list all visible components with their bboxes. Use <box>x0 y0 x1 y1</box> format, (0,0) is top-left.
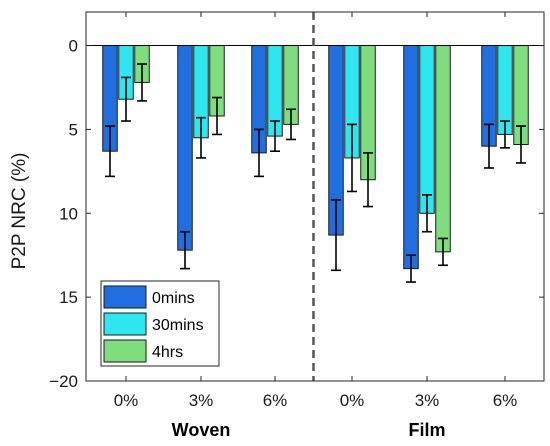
legend-label-0mins: 0mins <box>152 290 195 307</box>
y-axis-title: P2P NRC (%) <box>9 153 30 270</box>
x-tick-label: 3% <box>415 391 440 410</box>
legend: 0mins 30mins 4hrs <box>100 280 220 367</box>
y-tick-label: 15 <box>59 288 78 307</box>
x-tick-label: 0% <box>340 391 365 410</box>
legend-label-30mins: 30mins <box>152 317 204 334</box>
bar-0mins-1 <box>177 45 193 251</box>
y-tick-label: −20 <box>49 372 78 391</box>
group-label-film: Film <box>408 420 445 440</box>
axes-layer: 0 5 10 15 −20 0% 3% 6% 0% 3% 6% Woven Film <box>49 11 545 440</box>
x-tick-label: 6% <box>263 391 288 410</box>
x-tick-label: 3% <box>189 391 214 410</box>
y-tick-label: 0 <box>69 37 78 56</box>
legend-label-4hrs: 4hrs <box>152 344 183 361</box>
error-bars-layer <box>105 63 526 283</box>
group-label-woven: Woven <box>172 420 231 440</box>
x-tick-label: 0% <box>114 391 139 410</box>
legend-swatch-4hrs <box>103 339 147 363</box>
bar-30mins-4 <box>419 45 435 214</box>
legend-swatch-30mins <box>103 312 147 336</box>
y-tick-label: 10 <box>59 204 78 223</box>
y-tick-label: 5 <box>69 120 78 139</box>
bar-4hrs-4 <box>435 45 451 253</box>
bar-0mins-4 <box>403 45 419 270</box>
plot-frame <box>85 11 545 382</box>
x-tick-label: 6% <box>493 391 518 410</box>
bars-layer <box>102 45 529 270</box>
legend-swatch-0mins <box>103 285 147 309</box>
